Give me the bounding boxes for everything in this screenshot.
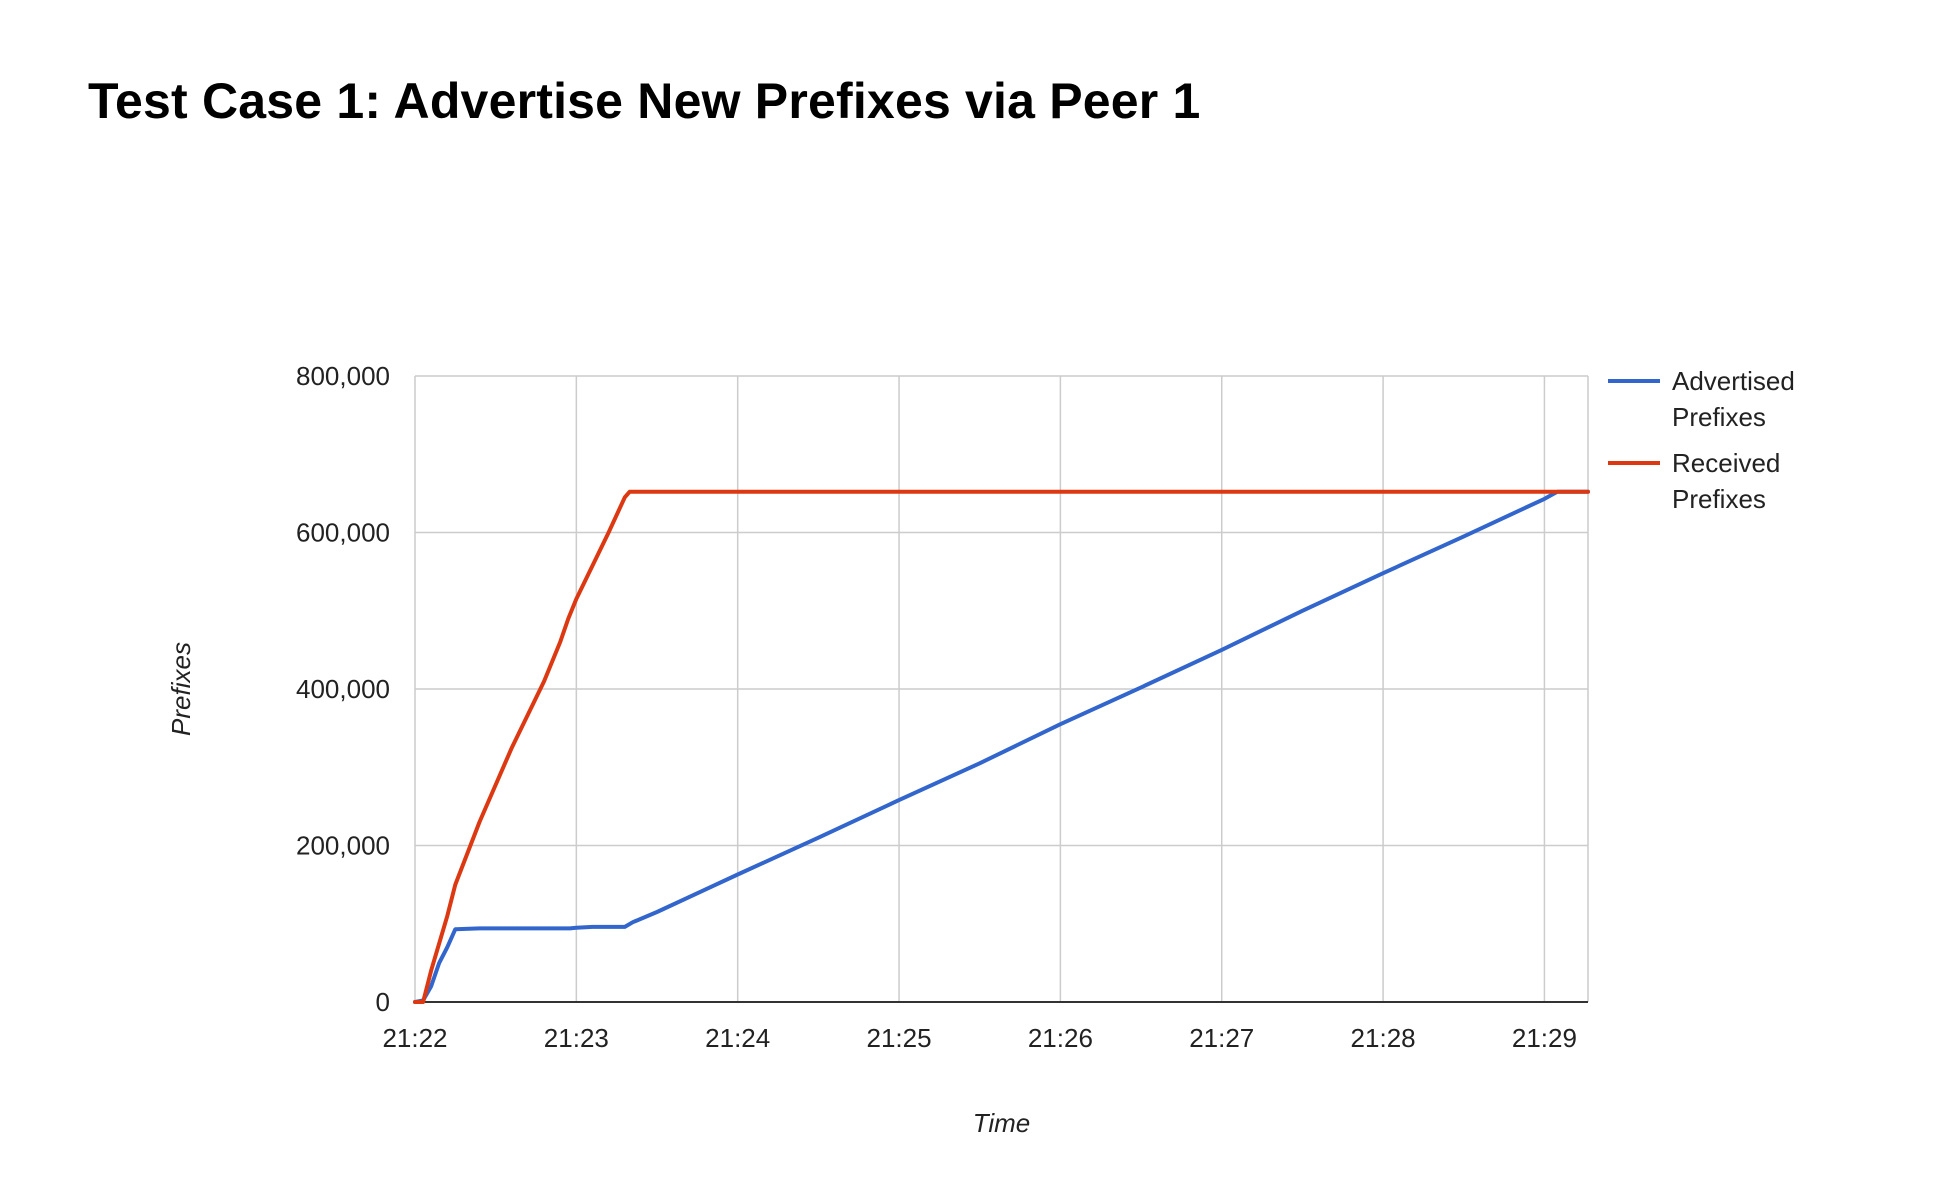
x-tick-label: 21:23 [544, 1023, 609, 1053]
gridlines [414, 375, 1589, 1002]
y-tick-label: 0 [376, 987, 390, 1017]
x-axis-title: Time [973, 1108, 1031, 1138]
series-lines [413, 489, 1590, 1004]
tick-labels: 0 200,000 400,000 600,000 800,000 21:22 21:23 2… [296, 361, 1577, 1053]
x-tick-label: 21:28 [1351, 1023, 1416, 1053]
y-tick-label: 600,000 [296, 518, 390, 548]
legend: Advertised Prefixes Received Prefixes [1608, 366, 1795, 514]
legend-label-1: Received Prefixes [1672, 448, 1780, 514]
x-tick-label: 21:29 [1512, 1023, 1577, 1053]
y-tick-label: 200,000 [296, 831, 390, 861]
series-line-1 [413, 489, 1590, 1004]
y-tick-label: 400,000 [296, 674, 390, 704]
y-tick-label: 800,000 [296, 361, 390, 391]
x-tick-label: 21:27 [1189, 1023, 1254, 1053]
series-line-0 [413, 489, 1590, 1004]
x-tick-label: 21:26 [1028, 1023, 1093, 1053]
y-axis-title: Prefixes [166, 642, 196, 736]
x-tick-label: 21:24 [705, 1023, 770, 1053]
chart-title: Test Case 1: Advertise New Prefixes via … [88, 73, 1201, 129]
legend-label-0: Advertised Prefixes [1672, 366, 1795, 432]
x-tick-label: 21:22 [382, 1023, 447, 1053]
x-tick-label: 21:25 [867, 1023, 932, 1053]
